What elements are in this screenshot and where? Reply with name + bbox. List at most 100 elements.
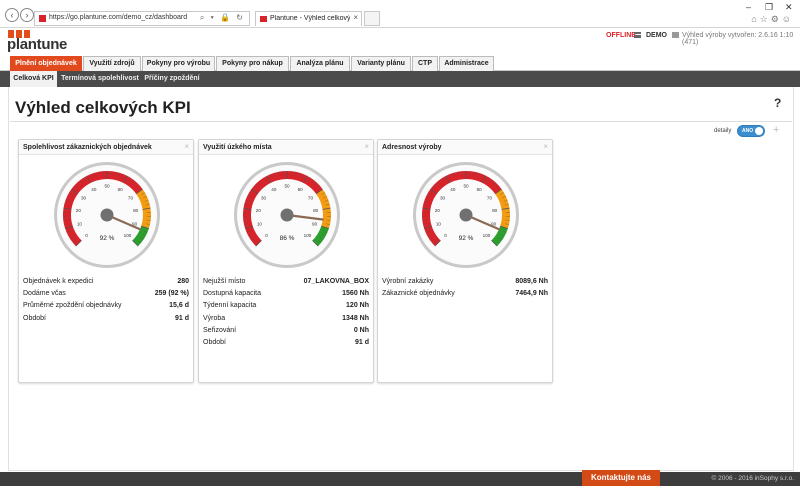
plan-version-text: Výhled výroby vytvořen: 2.6.16 1:10 (471… (682, 32, 794, 46)
gauge-tick (141, 192, 145, 195)
widget-close-icon[interactable]: × (543, 142, 548, 151)
widget-title: Spolehlivost zákaznických objednávek (23, 144, 152, 151)
metric-value: 8089,6 Nh (515, 278, 548, 285)
gauge-tick (76, 182, 80, 186)
gauge-tick (445, 175, 451, 184)
nav-plan-variants[interactable]: Varianty plánu (351, 56, 411, 71)
subnav-delay-causes[interactable]: Příčiny zpoždění (144, 75, 200, 82)
gauge-tick (323, 196, 327, 199)
gauge-tick-label: 20 (256, 208, 262, 213)
nav-ctp[interactable]: CTP (412, 56, 438, 71)
gauge-tick-label: 40 (271, 187, 277, 192)
gauge-tick (278, 171, 280, 176)
gauge-tick (491, 240, 498, 247)
gauge-hub (280, 208, 294, 222)
gauge-tick (141, 225, 149, 229)
widget-close-icon[interactable]: × (184, 142, 189, 151)
gauge-tick (139, 237, 144, 240)
gauge-tick (135, 188, 143, 195)
offline-badge[interactable]: OFFLINE (606, 32, 636, 39)
new-tab-button[interactable] (364, 11, 380, 26)
app-header: plantune (0, 28, 800, 56)
metric-row: Výroba 1348 Nh (203, 315, 369, 327)
gauge-tick (501, 207, 510, 210)
gauge-tick (90, 174, 93, 178)
gauge-tick (438, 180, 442, 184)
nav-purchase-instructions[interactable]: Pokyny pro nákup (216, 56, 289, 71)
gauge-tick (65, 225, 73, 229)
logo[interactable]: plantune (7, 36, 68, 53)
nav-administration[interactable]: Administrace (439, 56, 494, 71)
forward-icon[interactable]: › (20, 8, 34, 22)
metric-row: Týdenní kapacita 120 Nh (203, 302, 369, 314)
minimize-icon[interactable]: – (746, 2, 752, 12)
gauge-tick (66, 230, 71, 233)
footer (0, 472, 800, 486)
gauge-tick (426, 196, 430, 199)
gauge-tick (449, 174, 452, 178)
tab-close-icon[interactable]: × (353, 13, 358, 22)
gauge-tick (134, 182, 138, 186)
gauge-tick (322, 207, 331, 210)
gauge-tick (79, 180, 83, 184)
gauge-tick (243, 207, 252, 210)
tab-title: Plantune - Výhled celkových... (270, 15, 350, 22)
nav-resources[interactable]: Využití zdrojů (83, 56, 141, 71)
help-icon[interactable]: ? (774, 96, 782, 110)
gauge-tick (442, 177, 445, 182)
gauge-tick (294, 171, 296, 176)
gauge-tick-label: 80 (313, 208, 319, 213)
toggle-label: ANO (742, 128, 754, 134)
nav-plan-analysis[interactable]: Analýza plánu (290, 56, 350, 71)
gauge-tick (256, 182, 260, 186)
metric-value: 1348 Nh (342, 314, 369, 322)
gauge-tick (122, 175, 128, 184)
gauge-tick (145, 223, 150, 225)
back-icon[interactable]: ‹ (5, 8, 19, 22)
details-toggle[interactable]: ANO (737, 125, 765, 137)
gauge-tick (63, 219, 68, 221)
address-bar[interactable]: https://go.plantune.com/demo_cz/dashboar… (34, 11, 250, 26)
gauge-tick-label: 60 (477, 187, 483, 192)
gauge-tick (321, 192, 325, 195)
gauge-tick (249, 192, 253, 195)
gauge-tick (319, 237, 324, 240)
gauge-tick (128, 177, 131, 182)
gauge-tick (427, 234, 432, 237)
browser-tools-icon[interactable]: ⌂☆⚙☺ (751, 14, 794, 24)
subnav-delivery-reliability[interactable]: Termínová spolehlivost (61, 75, 139, 82)
gauge-tick-label: 80 (133, 208, 139, 213)
nav-orders[interactable]: Plnění objednávek (10, 56, 82, 71)
gauge-tick (131, 180, 135, 184)
contact-us-button[interactable]: Kontaktujte nás (582, 470, 660, 486)
menu-icon[interactable] (634, 32, 641, 38)
address-url[interactable]: https://go.plantune.com/demo_cz/dashboar… (49, 14, 188, 21)
address-tools-icon[interactable]: ⌕ ▾ 🔒 ↻ (199, 13, 245, 22)
gauge-tick-label: 90 (491, 222, 497, 227)
gauge-tick-label: 70 (308, 196, 314, 201)
maximize-icon[interactable]: ❐ (765, 2, 774, 12)
gauge-tick (312, 240, 319, 247)
gauge-tick-label: 0 (85, 233, 88, 238)
widget-close-icon[interactable]: × (364, 142, 369, 151)
gauge-value-label: 92 % (459, 235, 474, 242)
gauge-tick-label: 40 (450, 187, 456, 192)
gauge-tick (324, 199, 329, 202)
gauge-tick (64, 203, 69, 206)
gauge-bottleneck-utilization: 0 10 20 30 40 50 60 70 80 90 100 86 % (234, 162, 340, 268)
nav-production-instructions[interactable]: Pokyny pro výrobu (142, 56, 215, 71)
widget-metrics: Objednávek k expedici 280 Dodáme včas 259 … (23, 278, 189, 327)
browser-tab[interactable]: Plantune - Výhled celkových... × (255, 11, 362, 26)
add-widget-icon[interactable]: + (773, 124, 780, 136)
metric-value: 07_LAKOVNA_BOX (303, 278, 369, 285)
tab-favicon-icon (260, 16, 267, 22)
gauge-production-addressability: 0 10 20 30 40 50 60 70 80 90 100 92 % (413, 162, 519, 268)
gauge-tick (434, 240, 441, 247)
metric-label: Objednávek k expedici (23, 278, 94, 285)
gauge-tick (145, 203, 150, 206)
subnav-overall-kpi[interactable]: Celková KPI (10, 71, 57, 87)
close-window-icon[interactable]: ✕ (785, 2, 793, 12)
gauge-tick (270, 174, 273, 178)
gauge-tick (311, 180, 315, 184)
gauge-tick (429, 237, 434, 240)
